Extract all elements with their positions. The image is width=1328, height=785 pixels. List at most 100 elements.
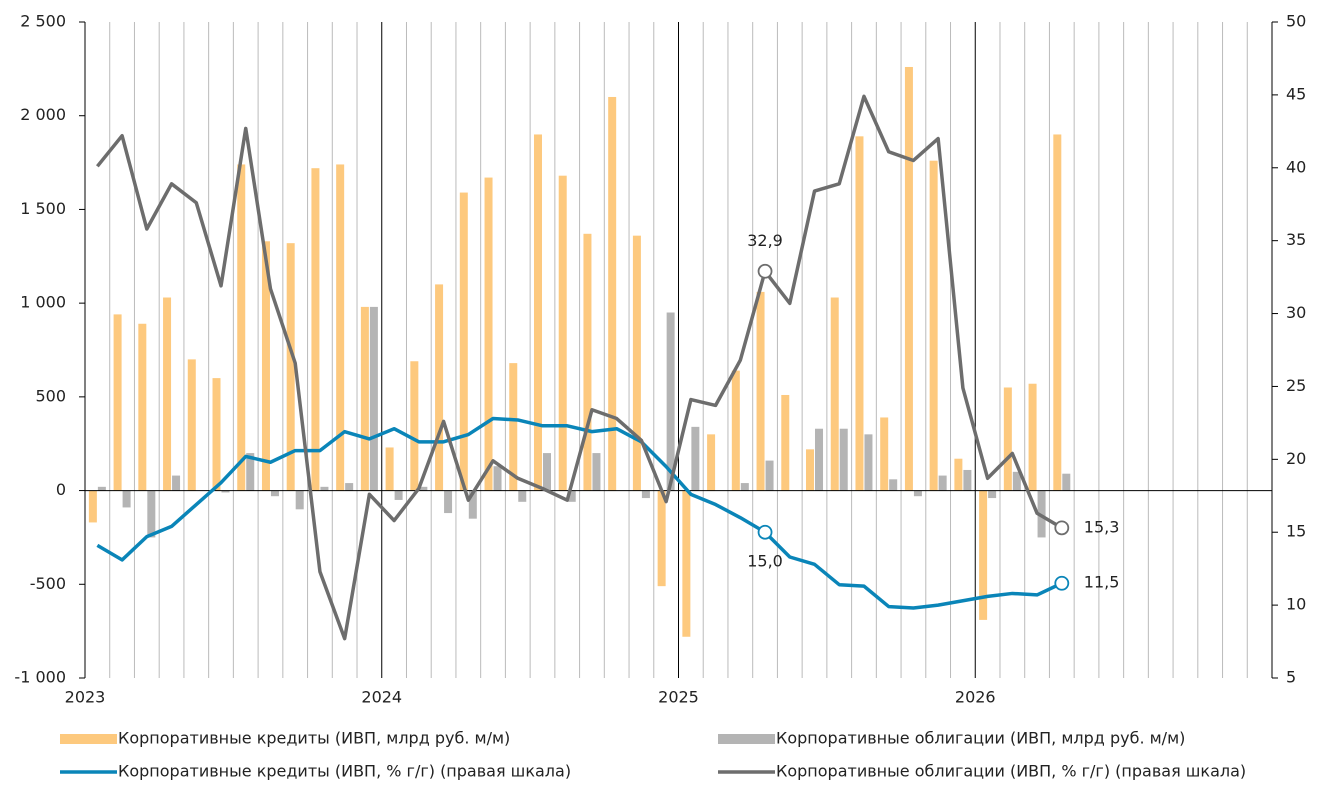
bar (410, 361, 419, 491)
bar (929, 160, 938, 491)
bar (1003, 387, 1012, 491)
bar (864, 434, 873, 491)
y2-tick-label: 5 (1286, 668, 1296, 687)
bar (385, 447, 394, 491)
point-marker (757, 524, 773, 540)
bar (493, 466, 502, 491)
bar (558, 175, 567, 491)
bar (261, 241, 270, 491)
bar (731, 370, 740, 491)
y2-tick-label: 45 (1286, 84, 1306, 103)
bar (147, 490, 156, 538)
y2-tick-label: 15 (1286, 522, 1306, 541)
data-label: 11,5 (1084, 573, 1120, 592)
bar (533, 134, 542, 491)
x-tick-label: 2024 (361, 688, 402, 707)
bar (657, 490, 666, 587)
y-tick-label: -1 000 (14, 668, 66, 687)
bar (781, 394, 790, 491)
point-marker (1054, 575, 1070, 591)
data-label: 15,3 (1084, 517, 1120, 536)
bar (979, 490, 988, 620)
bar (1053, 134, 1062, 491)
bar (904, 66, 913, 491)
bar (1062, 473, 1071, 491)
bar (419, 486, 428, 491)
bar (880, 417, 889, 491)
bar (122, 490, 131, 508)
bar (509, 363, 518, 491)
bar (682, 490, 691, 637)
bar (518, 490, 527, 502)
point-marker (1054, 520, 1070, 536)
bar (270, 490, 279, 497)
legend-label: Корпоративные облигации (ИВП, % г/г) (пр… (776, 762, 1246, 781)
legend-swatch (718, 734, 775, 744)
y2-tick-label: 35 (1286, 230, 1306, 249)
bar (1028, 383, 1037, 491)
bar (444, 490, 453, 514)
bar (468, 490, 477, 519)
x-tick-label: 2023 (65, 688, 106, 707)
bar (567, 490, 576, 502)
y2-tick-label: 20 (1286, 449, 1306, 468)
bar (212, 378, 221, 491)
y-tick-label: 2 500 (20, 12, 66, 31)
y-tick-label: 500 (35, 386, 66, 405)
bar (815, 428, 824, 491)
data-label: 32,9 (747, 231, 783, 250)
bar (707, 434, 716, 491)
y2-tick-label: 30 (1286, 303, 1306, 322)
bar (608, 96, 617, 491)
x-tick-label: 2025 (658, 688, 699, 707)
bar (237, 164, 246, 491)
data-label: 15,0 (747, 552, 783, 571)
bar (592, 453, 601, 491)
bar (435, 284, 444, 491)
bar (360, 306, 369, 491)
bar (740, 483, 749, 491)
point-marker (757, 263, 773, 279)
y2-tick-label: 25 (1286, 376, 1306, 395)
legend-label: Корпоративные облигации (ИВП, млрд руб. … (776, 729, 1185, 748)
y-tick-label: 1 500 (20, 199, 66, 218)
legend-swatch (60, 734, 117, 744)
bar (336, 164, 345, 491)
bar (666, 312, 675, 491)
bar (632, 235, 641, 491)
bar (484, 177, 493, 491)
bar (138, 323, 147, 491)
y-tick-label: 0 (56, 480, 66, 499)
bar (345, 483, 354, 491)
bar (113, 314, 122, 491)
bar (641, 490, 650, 499)
bar (988, 490, 997, 499)
bar (221, 490, 230, 493)
bar (855, 136, 864, 491)
bar (542, 453, 551, 491)
bar (97, 486, 106, 491)
y-tick-label: 1 000 (20, 293, 66, 312)
x-tick-label: 2026 (955, 688, 996, 707)
bar (320, 486, 329, 491)
y2-tick-label: 10 (1286, 595, 1306, 614)
bar (187, 359, 196, 491)
bar (172, 475, 181, 491)
bar (163, 297, 172, 491)
y2-tick-label: 50 (1286, 12, 1306, 31)
bar (963, 469, 972, 491)
bar (806, 449, 815, 491)
bar (394, 490, 403, 500)
y-tick-label: -500 (30, 574, 66, 593)
bar (954, 458, 963, 491)
bar (295, 490, 304, 510)
bar (1012, 471, 1021, 491)
bar (839, 428, 848, 491)
bar (913, 490, 922, 497)
legend-label: Корпоративные кредиты (ИВП, % г/г) (прав… (118, 762, 571, 781)
legend-label: Корпоративные кредиты (ИВП, млрд руб. м/… (118, 729, 510, 748)
y2-tick-label: 40 (1286, 157, 1306, 176)
bar (459, 192, 468, 491)
line (96, 94, 1063, 641)
